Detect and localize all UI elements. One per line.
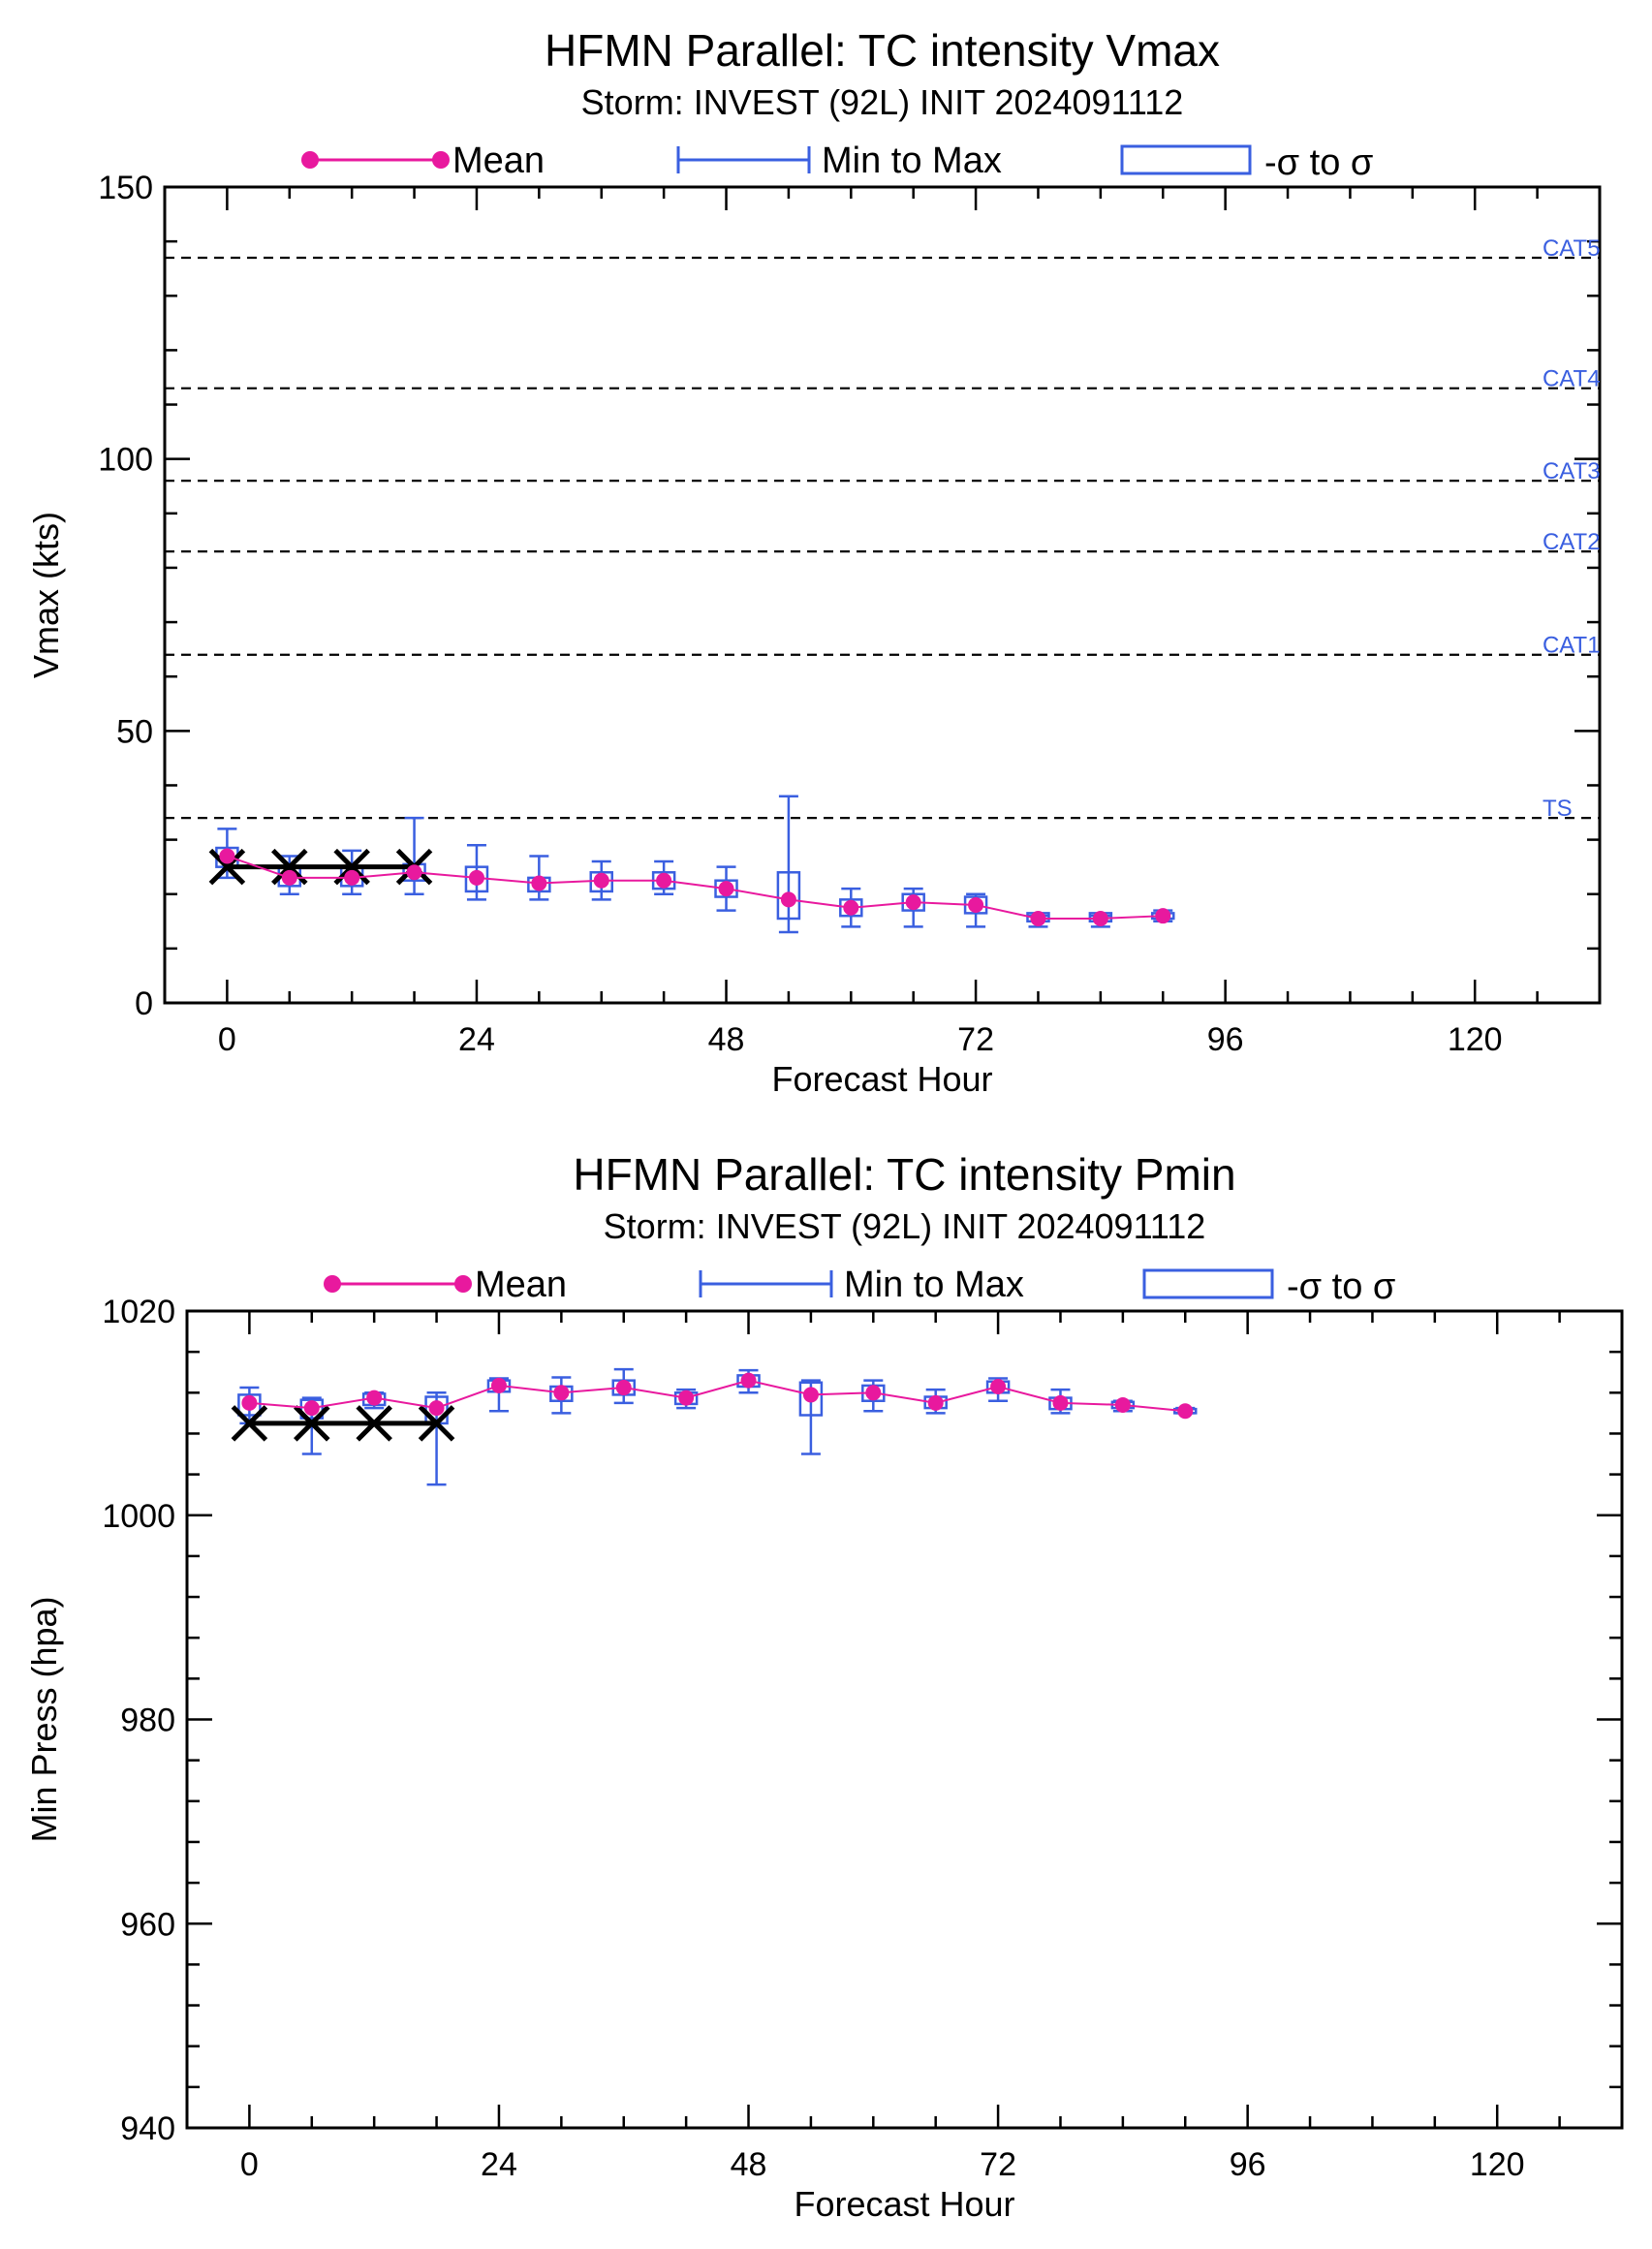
mean-point: [303, 1400, 320, 1417]
observed-x-marker-b: [208, 848, 246, 886]
mean-point: [241, 1394, 258, 1411]
mean-point: [344, 869, 360, 886]
mean-point: [927, 1394, 944, 1411]
mean-point: [1052, 1394, 1069, 1411]
mean-point: [1114, 1396, 1131, 1413]
mean-point: [718, 881, 734, 897]
observed-x-marker-b: [418, 1405, 455, 1442]
y-tick-label: 1000: [102, 1498, 175, 1535]
threshold-label-cat4: CAT4: [1543, 366, 1601, 392]
mean-point: [366, 1390, 383, 1406]
sigma-box: [237, 1393, 262, 1417]
x-tick-label: 24: [458, 1021, 495, 1058]
x-tick-label: 96: [1207, 1021, 1244, 1058]
legend-mean-label: Mean: [452, 141, 545, 181]
mean-point: [1092, 910, 1108, 926]
mean-point: [428, 1400, 445, 1417]
legend-mean-dot-right: [454, 1275, 472, 1293]
x-tick-label: 96: [1230, 2146, 1266, 2183]
x-tick-label: 24: [481, 2146, 517, 2183]
sigma-box: [776, 871, 801, 921]
plot-frame: [185, 1309, 1624, 2130]
mean-point: [656, 872, 672, 889]
mean-point: [843, 899, 859, 916]
mean-line: [227, 855, 1164, 920]
observed-x-marker-b: [231, 1405, 268, 1442]
x-tick-label: 120: [1470, 2146, 1525, 2183]
legend-mean-dot-left: [324, 1275, 341, 1293]
mean-point: [678, 1390, 695, 1406]
mean-point: [281, 869, 297, 886]
mean-point: [406, 864, 422, 881]
mean-point: [615, 1380, 632, 1396]
y-tick-label: 150: [98, 170, 153, 206]
mean-line: [249, 1379, 1186, 1413]
mean-point: [968, 896, 984, 913]
sigma-box: [299, 1398, 325, 1420]
mean-point: [1155, 908, 1171, 924]
plot-frame: [163, 185, 1602, 1005]
threshold-label-cat3: CAT3: [1543, 458, 1601, 484]
legend-sigma-label: -σ to σ: [1264, 142, 1373, 183]
threshold-label-cat1: CAT1: [1543, 633, 1601, 659]
x-tick-label: 120: [1448, 1021, 1503, 1058]
x-tick-label: 48: [731, 2146, 767, 2183]
sigma-box: [714, 879, 738, 898]
legend-mean-dot-left: [301, 151, 319, 169]
mean-point: [802, 1387, 819, 1403]
chart-subtitle: Storm: INVEST (92L) INIT 2024091112: [581, 82, 1184, 122]
x-tick-label: 72: [957, 1021, 994, 1058]
mean-point: [865, 1385, 882, 1401]
legend-sigma-label: -σ to σ: [1287, 1266, 1395, 1307]
y-tick-label: 980: [120, 1702, 175, 1739]
x-tick-label: 0: [240, 2146, 259, 2183]
y-tick-label: 100: [98, 442, 153, 479]
threshold-label-cat2: CAT2: [1543, 529, 1601, 555]
mean-point: [490, 1377, 507, 1393]
mean-point: [905, 894, 921, 911]
legend-minmax-label: Min to Max: [844, 1265, 1024, 1305]
threshold-label-ts: TS: [1543, 796, 1573, 822]
x-tick-label: 48: [708, 1021, 745, 1058]
mean-point: [1030, 910, 1046, 926]
mean-point: [553, 1385, 570, 1401]
observed-x-marker-b: [294, 1405, 330, 1442]
mean-point: [780, 891, 796, 908]
y-tick-label: 960: [120, 1906, 175, 1943]
y-tick-label: 50: [116, 713, 153, 750]
chart-title: HFMN Parallel: TC intensity Pmin: [573, 1149, 1235, 1200]
observed-x-marker-b: [271, 848, 308, 886]
x-tick-label: 0: [218, 1021, 236, 1058]
mean-point: [531, 875, 547, 891]
mean-point: [219, 848, 235, 864]
legend-sigma-box: [1120, 144, 1252, 175]
x-tick-label: 72: [980, 2146, 1016, 2183]
mean-point: [1177, 1403, 1194, 1420]
threshold-label-cat5: CAT5: [1543, 235, 1601, 262]
x-axis-label: Forecast Hour: [794, 2184, 1014, 2224]
legend-minmax-label: Min to Max: [822, 141, 1002, 181]
chart-panel-2: HFMN Parallel: TC intensity Pmin Storm: I…: [24, 1149, 1624, 2224]
sigma-box: [798, 1381, 824, 1417]
mean-point: [593, 872, 609, 889]
chart-panel-1: HFMN Parallel: TC intensity Vmax Storm: I…: [26, 25, 1602, 1099]
mean-point: [990, 1378, 1007, 1394]
observed-x-marker-b: [356, 1405, 392, 1442]
legend-mean-dot-right: [432, 151, 450, 169]
y-tick-label: 0: [135, 985, 153, 1022]
y-tick-label: 1020: [102, 1294, 175, 1330]
legend-mean-label: Mean: [475, 1265, 567, 1305]
mean-point: [740, 1372, 757, 1389]
y-axis-label: Vmax (kts): [26, 512, 66, 678]
legend-sigma-box: [1142, 1268, 1274, 1299]
mean-point: [468, 869, 484, 886]
y-axis-label: Min Press (hpa): [24, 1596, 64, 1842]
chart-title: HFMN Parallel: TC intensity Vmax: [545, 25, 1220, 76]
x-axis-label: Forecast Hour: [771, 1059, 992, 1099]
chart-subtitle: Storm: INVEST (92L) INIT 2024091112: [604, 1206, 1206, 1246]
y-tick-label: 940: [120, 2110, 175, 2147]
